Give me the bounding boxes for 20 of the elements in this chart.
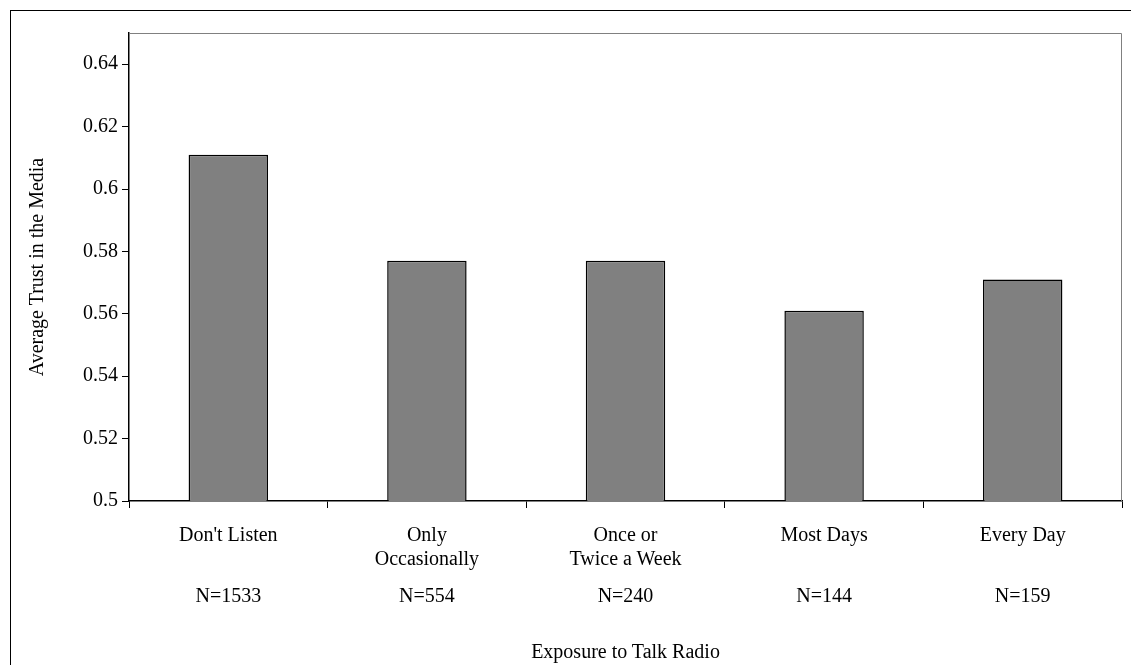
y-tick-label: 0.58: [83, 238, 118, 261]
y-tick-label: 0.6: [93, 176, 118, 199]
text: N=159: [994, 584, 1051, 607]
x-tick-label: Most Days: [780, 523, 868, 547]
y-tick-label: 0.5: [93, 488, 118, 511]
y-tick-label: 0.62: [83, 113, 118, 136]
y-tick-label: 0.64: [83, 51, 118, 74]
x-tick-label: Don't Listen: [179, 523, 278, 546]
y-tick-label: 0.52: [83, 425, 118, 448]
x-axis-title: Exposure to Talk Radio: [531, 640, 720, 664]
text: N=240: [597, 584, 654, 607]
text: N=144: [796, 584, 852, 607]
y-tick-label: 0.54: [83, 363, 118, 386]
y-tick-label: 0.56: [83, 301, 118, 324]
x-tick-label: Once or Twice a Week: [569, 523, 682, 570]
text: N=554: [399, 584, 455, 607]
text: N=1533: [195, 584, 262, 607]
y-axis-title: Average Trust in the Media: [25, 157, 49, 377]
x-tick-label: Every Day: [979, 523, 1066, 547]
x-tick-label: Only Occasionally: [374, 523, 480, 571]
